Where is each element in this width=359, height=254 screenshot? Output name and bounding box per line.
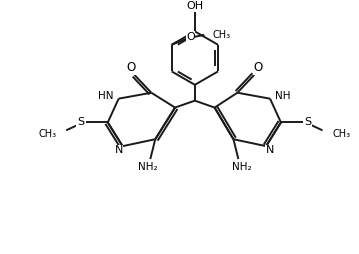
- Text: OH: OH: [186, 1, 204, 11]
- Text: O: O: [186, 32, 195, 42]
- Text: S: S: [77, 117, 84, 128]
- Text: CH₃: CH₃: [332, 129, 350, 139]
- Text: O: O: [253, 61, 263, 74]
- Text: N: N: [266, 145, 274, 155]
- Text: O: O: [126, 61, 135, 74]
- Text: CH₃: CH₃: [38, 129, 56, 139]
- Text: NH: NH: [275, 91, 290, 101]
- Text: NH₂: NH₂: [232, 162, 251, 172]
- Text: HN: HN: [98, 91, 114, 101]
- Text: NH₂: NH₂: [137, 162, 157, 172]
- Text: N: N: [115, 145, 123, 155]
- Text: CH₃: CH₃: [212, 30, 230, 40]
- Text: S: S: [305, 117, 312, 128]
